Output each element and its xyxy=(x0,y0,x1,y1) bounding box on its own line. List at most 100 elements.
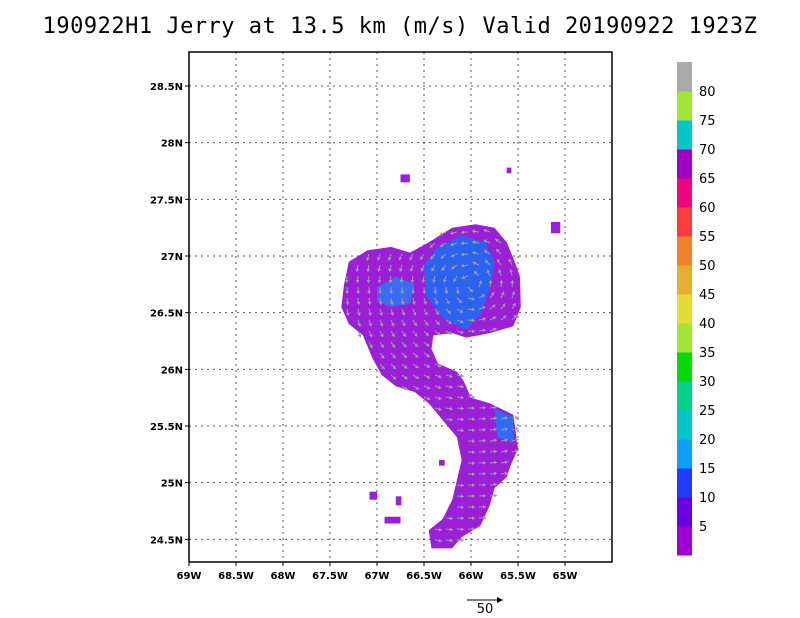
y-tick-label: 26N xyxy=(161,365,183,376)
x-tick-label: 67.5W xyxy=(312,571,348,582)
wind-vector-head xyxy=(493,438,497,443)
wind-vector-head xyxy=(472,439,475,444)
wind-vector-head xyxy=(403,365,408,369)
wind-vector-head xyxy=(438,385,442,390)
x-tick-label: 68.5W xyxy=(218,571,254,582)
colorbar-swatch xyxy=(677,91,692,121)
wind-vector-head xyxy=(345,291,350,294)
wind-vector-head xyxy=(460,395,464,400)
colorbar-label: 30 xyxy=(699,375,716,390)
wind-vector-head xyxy=(434,301,439,305)
wind-vector-head xyxy=(482,427,486,432)
wind-region-blue-south xyxy=(494,409,514,443)
wind-vector-head xyxy=(483,228,487,233)
wind-vector-head xyxy=(482,328,486,333)
wind-vector-head xyxy=(356,301,361,305)
wind-vector-head xyxy=(429,244,434,248)
colorbar-swatch xyxy=(677,439,692,469)
colorbar-swatch xyxy=(677,497,692,527)
wind-vector-head xyxy=(413,332,418,337)
wind-vector-head xyxy=(444,290,449,294)
wind-field xyxy=(341,167,561,549)
wind-vector-head xyxy=(472,417,475,422)
wind-vector-head xyxy=(400,290,405,294)
wind-vector-head xyxy=(513,314,517,319)
wind-vector-head xyxy=(472,483,475,488)
x-tick-label: 66.5W xyxy=(406,571,442,582)
wind-vector-head xyxy=(461,230,465,235)
wind-vector-head xyxy=(403,354,407,358)
wind-vector-head xyxy=(433,290,438,294)
colorbar-label: 40 xyxy=(699,317,716,332)
wind-vector-head xyxy=(345,301,350,305)
wind-vector-head xyxy=(357,333,362,338)
wind-vector-head xyxy=(447,310,451,314)
wind-vector-head xyxy=(460,494,464,499)
wind-vector-head xyxy=(492,316,497,320)
wind-vector-head xyxy=(472,450,475,455)
wind-vector-head xyxy=(378,301,383,305)
wind-vector-head xyxy=(420,267,425,272)
wind-vector-head xyxy=(404,375,408,380)
colorbar-swatch xyxy=(677,236,692,266)
colorbar-swatch xyxy=(677,381,692,411)
colorbar-label: 5 xyxy=(699,520,707,535)
wind-vector-head xyxy=(435,311,439,315)
wind-vector-head xyxy=(498,269,502,273)
wind-vector-head xyxy=(431,267,435,272)
wind-vector-head xyxy=(493,482,497,487)
wind-vector-head xyxy=(449,385,453,389)
wind-vector-head xyxy=(515,449,519,453)
colorbar-swatch xyxy=(677,265,692,295)
wind-vector-head xyxy=(458,299,462,303)
wind-vector-head xyxy=(490,292,495,296)
wind-vector-head xyxy=(420,256,424,260)
wind-vector-head xyxy=(482,305,486,310)
wind-vector-head xyxy=(411,290,416,294)
wind-vector-head xyxy=(471,296,475,301)
colorbar-label: 65 xyxy=(699,172,716,187)
wind-vector-head xyxy=(423,301,427,305)
wind-vector-head xyxy=(450,253,455,258)
colorbar-label: 80 xyxy=(699,85,716,100)
x-tick-label: 67W xyxy=(365,571,390,582)
reference-vector: 50 xyxy=(467,597,503,617)
wind-vector-head xyxy=(515,415,519,420)
wind-vector-head xyxy=(460,483,464,488)
wind-vector-head xyxy=(472,461,475,466)
wind-vector-head xyxy=(438,407,442,411)
wind-vector-head xyxy=(471,307,475,312)
wind-vector-head xyxy=(404,386,408,390)
wind-vector-head xyxy=(412,301,416,305)
wind-vector-head xyxy=(355,279,360,283)
plot-frame xyxy=(188,51,613,563)
wind-vector-head xyxy=(355,268,360,272)
wind-vector-head xyxy=(459,309,464,313)
wind-vector-head xyxy=(482,482,486,487)
wind-vector-head xyxy=(446,300,450,305)
x-tick-label: 68W xyxy=(271,571,296,582)
wind-vector-head xyxy=(460,417,464,422)
wind-vector-head xyxy=(504,471,508,476)
y-tick-label: 25N xyxy=(161,479,183,490)
wind-vector-head xyxy=(472,240,476,245)
wind-vector-head xyxy=(484,250,488,254)
wind-vector-head xyxy=(493,449,497,454)
wind-vector-head xyxy=(471,318,475,323)
wind-region-blue-core xyxy=(424,235,495,330)
y-tick-label: 24.5N xyxy=(150,535,183,546)
wind-vector-head xyxy=(365,257,370,261)
colorbar-label: 50 xyxy=(699,259,716,274)
colorbar-swatch xyxy=(677,62,692,92)
wind-vector-head xyxy=(345,312,350,316)
wind-vector-head xyxy=(424,322,429,326)
wind-vector-head xyxy=(367,290,372,294)
wind-vector-head xyxy=(472,505,475,510)
y-tick-label: 26.5N xyxy=(150,309,183,320)
wind-vector-head xyxy=(504,416,508,421)
wind-vector-head xyxy=(472,229,476,234)
wind-vector-head xyxy=(415,386,420,390)
wind-vector-head xyxy=(356,291,361,294)
reference-vector-label: 50 xyxy=(477,602,494,617)
